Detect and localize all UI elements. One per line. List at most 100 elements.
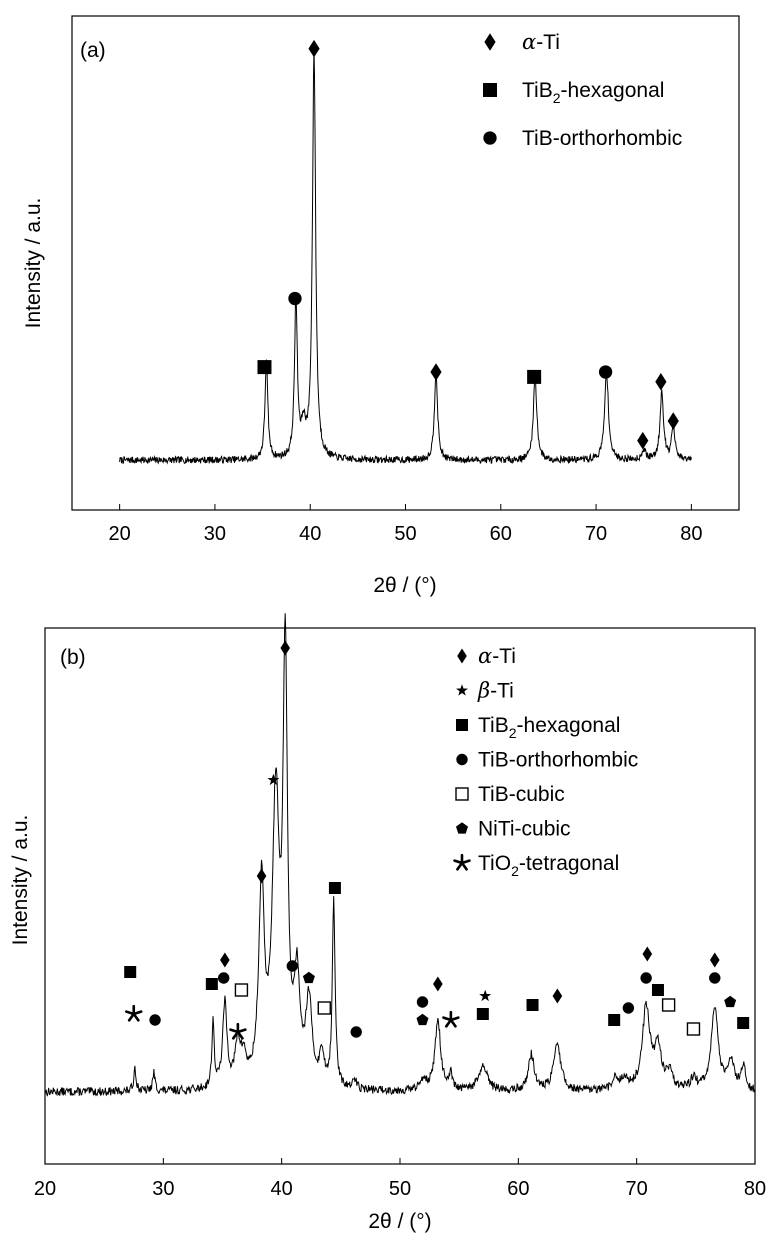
x-tick-label: 40 — [299, 523, 321, 545]
square-marker — [608, 1014, 621, 1026]
x-tick-label: 60 — [507, 1178, 529, 1200]
star-marker — [267, 773, 280, 786]
circle-marker — [709, 972, 721, 984]
circle-marker — [286, 960, 299, 972]
square-marker — [328, 882, 341, 894]
legend-label: TiB-orthorhombic — [478, 749, 638, 772]
legend-entry: NiTi-cubic — [456, 818, 571, 841]
square-marker — [737, 1017, 750, 1029]
legend-entry: α-Ti — [484, 30, 560, 54]
x-tick-label: 30 — [152, 1178, 174, 1200]
square-marker — [476, 1008, 489, 1020]
open-square-marker — [234, 983, 249, 997]
x-axis-ticks-b — [44, 1158, 756, 1164]
legend-label: β-Ti — [477, 679, 514, 703]
panel-a: (a) 20 30 40 50 60 70 80 α-Ti TiB2-hexagonal TiB… — [22, 15, 740, 597]
circle-marker — [149, 1014, 161, 1026]
asterisk-marker — [125, 1004, 143, 1022]
legend-label: α-Ti — [522, 30, 560, 54]
asterisk-marker — [442, 1010, 460, 1028]
legend-label: TiB-orthorhombic — [522, 127, 682, 150]
circle-marker — [217, 972, 230, 984]
diamond-marker — [637, 431, 649, 450]
legend-label: TiO2-tetragonal — [478, 852, 619, 879]
square-marker — [526, 999, 539, 1011]
legend-label: TiB2-hexagonal — [522, 79, 664, 106]
circle-marker — [288, 291, 302, 306]
diamond-legend-icon — [484, 33, 496, 51]
diamond-marker — [220, 952, 230, 968]
spectrum-line-a — [119, 48, 692, 465]
x-tick-label: 20 — [109, 523, 131, 545]
circle-legend-icon — [483, 131, 497, 145]
diamond-marker — [667, 412, 679, 430]
open-square-legend-icon — [455, 787, 469, 801]
x-tick-label: 50 — [389, 1178, 411, 1200]
legend-label: NiTi-cubic — [478, 818, 571, 841]
legend-label: α-Ti — [478, 644, 516, 668]
x-axis-ticks-a — [119, 504, 692, 510]
x-tick-label: 80 — [744, 1178, 766, 1200]
open-square-marker — [686, 1022, 701, 1036]
legend-label: TiB2-hexagonal — [478, 714, 620, 741]
circle-marker — [416, 996, 429, 1008]
x-tick-label: 70 — [585, 523, 607, 545]
pentagon-marker — [416, 1013, 429, 1026]
square-marker — [257, 360, 272, 375]
legend-entry: TiB-cubic — [455, 783, 565, 806]
square-marker — [651, 984, 664, 996]
asterisk-marker — [229, 1022, 247, 1040]
peak-markers-b — [124, 640, 750, 1040]
square-marker — [124, 966, 137, 978]
x-tick-label: 80 — [680, 523, 702, 545]
circle-marker — [640, 972, 652, 984]
spectrum-line-b — [44, 613, 756, 1097]
diamond-marker — [256, 868, 267, 884]
x-axis-label-b: 2θ / (°) — [368, 1210, 431, 1233]
peak-markers-a — [257, 39, 679, 450]
diamond-marker — [642, 946, 653, 962]
legend-entry: β-Ti — [456, 679, 514, 703]
circle-marker — [622, 1002, 635, 1014]
diamond-marker — [308, 39, 320, 58]
square-legend-icon — [456, 719, 468, 731]
legend-entry: TiB-orthorhombic — [456, 749, 638, 772]
y-axis-label-b: Intensity / a.u. — [9, 815, 32, 946]
x-axis-label-a: 2θ / (°) — [373, 574, 436, 597]
legend-a: α-Ti TiB2-hexagonal TiB-orthorhombic — [483, 30, 682, 150]
panel-b: (b) 20 30 40 50 60 70 80 α-Ti β-Ti TiB2-hexagona… — [9, 613, 766, 1233]
diamond-marker — [433, 976, 443, 992]
x-tick-label: 50 — [394, 523, 416, 545]
y-axis-label-a: Intensity / a.u. — [22, 198, 45, 329]
diamond-marker — [280, 640, 291, 656]
x-tick-label: 30 — [204, 523, 226, 545]
star-legend-icon — [456, 684, 468, 696]
legend-entry: TiB2-hexagonal — [456, 714, 620, 741]
legend-label: TiB-cubic — [478, 783, 565, 806]
pentagon-marker — [302, 971, 315, 984]
pentagon-legend-icon — [456, 822, 468, 834]
x-tick-label: 60 — [490, 523, 512, 545]
circle-marker — [350, 1026, 362, 1038]
diamond-marker — [655, 373, 667, 391]
legend-entry: TiB2-hexagonal — [483, 79, 664, 106]
asterisk-legend-icon — [453, 853, 471, 871]
square-marker — [527, 369, 542, 384]
open-square-marker — [317, 1001, 331, 1015]
circle-legend-icon — [456, 753, 468, 766]
x-axis-tick-labels-a: 20 30 40 50 60 70 80 — [109, 523, 703, 545]
diamond-marker — [552, 988, 563, 1004]
circle-marker — [598, 365, 613, 379]
diamond-legend-icon — [457, 648, 467, 664]
x-tick-label: 70 — [626, 1178, 648, 1200]
panel-label-a: (a) — [80, 39, 106, 62]
open-square-marker — [661, 998, 676, 1012]
legend-entry: TiB-orthorhombic — [483, 127, 682, 150]
x-tick-label: 40 — [271, 1178, 293, 1200]
square-marker — [205, 978, 218, 990]
legend-b: α-Ti β-Ti TiB2-hexagonal TiB-orthorhombic Ti… — [453, 644, 638, 879]
panel-label-b: (b) — [60, 646, 86, 669]
square-legend-icon — [483, 83, 497, 97]
star-marker — [479, 989, 492, 1002]
